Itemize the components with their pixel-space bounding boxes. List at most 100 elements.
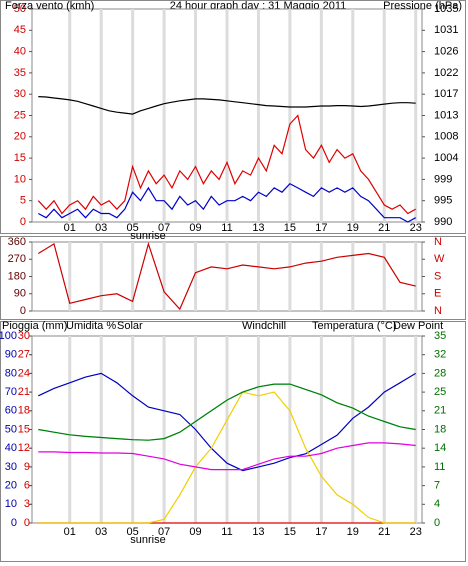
- y3-tick-label: 12: [18, 442, 30, 454]
- y-tick-label: 90: [5, 349, 17, 361]
- y2-tick-label: 28: [434, 367, 446, 379]
- y2-tick-label: 14: [434, 442, 446, 454]
- y2-tick-label: 999: [434, 173, 452, 185]
- y2-tick-label: 990: [434, 216, 452, 228]
- y2-tick-label: 0: [434, 517, 440, 529]
- y-tick-label: 0: [11, 517, 17, 529]
- y-tick-label: 180: [8, 270, 26, 282]
- y-tick-label: 30: [5, 461, 17, 473]
- y2-tick-label: N: [434, 305, 442, 317]
- y2-tick-label: 1004: [434, 152, 458, 164]
- y3-tick-label: 21: [18, 386, 30, 398]
- y2-tick-label: 1031: [434, 24, 458, 36]
- legend-entry: Pressione (hPa): [383, 0, 462, 12]
- x-tick-label: 19: [347, 526, 359, 538]
- legend-entry: Umidita %: [66, 320, 116, 332]
- x-tick-label: 19: [347, 222, 359, 234]
- y3-tick-label: 15: [18, 423, 30, 435]
- annotation: sunrise: [130, 230, 165, 242]
- x-tick-label: 07: [158, 222, 170, 234]
- y2-tick-label: 1017: [434, 88, 458, 100]
- y3-tick-label: 24: [18, 367, 30, 379]
- y-tick-label: 50: [14, 3, 26, 15]
- y3-tick-label: 18: [18, 405, 30, 417]
- y3-tick-label: 27: [18, 349, 30, 361]
- y-tick-label: 45: [14, 24, 26, 36]
- x-tick-label: 13: [252, 222, 264, 234]
- x-tick-label: 13: [252, 526, 264, 538]
- y-tick-label: 35: [14, 67, 26, 79]
- y-tick-label: 40: [14, 46, 26, 58]
- y-tick-label: 100: [0, 330, 17, 342]
- y2-tick-label: 21: [434, 405, 446, 417]
- legend-entry: Dew Point: [393, 320, 443, 332]
- y-tick-label: 20: [5, 480, 17, 492]
- legend-entry: Forza vento (kmh): [5, 0, 94, 12]
- y-tick-label: 270: [8, 253, 26, 265]
- x-tick-label: 07: [158, 526, 170, 538]
- annotation: sunrise: [130, 534, 165, 546]
- y-tick-label: 30: [14, 88, 26, 100]
- series-line: [38, 383, 416, 441]
- x-tick-label: 03: [95, 526, 107, 538]
- series-line: [38, 96, 416, 115]
- x-tick-label: 23: [410, 526, 422, 538]
- y-tick-label: 360: [8, 236, 26, 248]
- x-tick-label: 09: [189, 526, 201, 538]
- y3-tick-label: 30: [18, 330, 30, 342]
- x-tick-label: 01: [64, 222, 76, 234]
- chart-title: 24 hour graph day : 31 Maggio 2011: [170, 0, 347, 12]
- y-tick-label: 50: [5, 423, 17, 435]
- x-tick-label: 23: [410, 222, 422, 234]
- legend-entry: Solar: [117, 320, 143, 332]
- y2-tick-label: N: [434, 236, 442, 248]
- y-tick-label: 10: [5, 498, 17, 510]
- x-tick-label: 03: [95, 222, 107, 234]
- y-tick-label: 40: [5, 442, 17, 454]
- legend-entry: Pioggia (mm): [2, 320, 67, 332]
- y2-tick-label: 995: [434, 195, 452, 207]
- x-tick-label: 09: [189, 222, 201, 234]
- y-tick-label: 0: [20, 216, 26, 228]
- y-tick-label: 90: [14, 288, 26, 300]
- y2-tick-label: 1022: [434, 67, 458, 79]
- y-tick-label: 70: [5, 386, 17, 398]
- y2-tick-label: 1035: [434, 3, 458, 15]
- x-tick-label: 17: [315, 526, 327, 538]
- y-tick-label: 15: [14, 152, 26, 164]
- series-line: [38, 391, 416, 524]
- y3-tick-label: 9: [24, 461, 30, 473]
- series-line: [38, 372, 417, 472]
- y3-tick-label: 6: [24, 480, 30, 492]
- x-tick-label: 01: [64, 526, 76, 538]
- x-tick-label: 11: [221, 526, 232, 538]
- y3-tick-label: 3: [24, 498, 30, 510]
- x-tick-label: 17: [315, 222, 327, 234]
- y2-tick-label: 1026: [434, 46, 458, 58]
- y2-tick-label: E: [434, 288, 441, 300]
- y2-tick-label: 4: [434, 498, 440, 510]
- x-tick-label: 05: [127, 526, 139, 538]
- y3-tick-label: 0: [24, 517, 30, 529]
- x-tick-label: 21: [378, 526, 390, 538]
- y-tick-label: 5: [20, 195, 26, 207]
- legend-entry: Temperatura (°C): [312, 320, 396, 332]
- y-tick-label: 10: [14, 173, 26, 185]
- y2-tick-label: S: [434, 270, 441, 282]
- x-tick-label: 15: [284, 222, 296, 234]
- y-tick-label: 0: [20, 305, 26, 317]
- y2-tick-label: 11: [434, 461, 445, 473]
- series-line: [37, 241, 416, 311]
- legend-entry: Windchill: [242, 320, 286, 332]
- y-tick-label: 80: [5, 367, 17, 379]
- y-tick-label: 60: [5, 405, 17, 417]
- x-tick-label: 15: [284, 526, 296, 538]
- y-tick-label: 25: [14, 109, 26, 121]
- series-line: [38, 442, 416, 471]
- y2-tick-label: 32: [434, 349, 446, 361]
- y2-tick-label: 7: [434, 480, 440, 492]
- x-tick-label: 05: [127, 222, 139, 234]
- series-line: [37, 114, 416, 215]
- x-tick-label: 11: [221, 222, 232, 234]
